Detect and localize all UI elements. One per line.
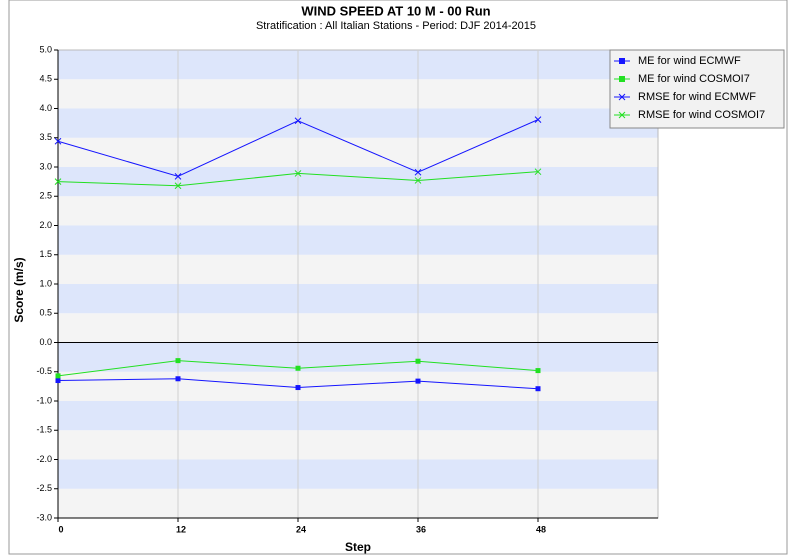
y-tick-label: -0.5	[36, 366, 52, 376]
legend-label: ME for wind COSMOI7	[638, 73, 750, 85]
x-tick-label: 24	[296, 524, 306, 534]
point	[535, 368, 541, 374]
point	[534, 168, 542, 176]
band	[58, 488, 658, 518]
x-tick-label: 0	[58, 524, 63, 534]
point	[535, 386, 541, 392]
chart-subtitle: Stratification : All Italian Stations - …	[256, 20, 536, 32]
band	[58, 254, 658, 284]
y-tick-label: 1.5	[39, 249, 52, 259]
band	[58, 284, 658, 314]
point	[534, 116, 542, 123]
chart-title: WIND SPEED AT 10 M - 00 Run	[301, 3, 490, 18]
point	[55, 373, 61, 379]
point	[295, 365, 301, 371]
x-tick-label: 36	[416, 524, 426, 534]
band	[58, 167, 658, 197]
legend-marker	[618, 111, 626, 119]
point	[175, 376, 181, 382]
y-tick-label: 2.5	[39, 191, 52, 201]
legend-label: ME for wind ECMWF	[638, 55, 741, 67]
band	[58, 313, 658, 343]
y-tick-label: 3.0	[39, 161, 52, 171]
x-tick-label: 48	[536, 524, 546, 534]
band	[58, 430, 658, 460]
band	[58, 225, 658, 255]
legend-marker	[619, 76, 625, 82]
band	[58, 108, 658, 138]
y-tick-label: 0.5	[39, 308, 52, 318]
frame	[8, 0, 788, 555]
band	[58, 137, 658, 167]
legend-marker	[618, 93, 626, 101]
y-axis-label: Score (m/s)	[12, 257, 26, 322]
legend-label: RMSE for wind ECMWF	[638, 91, 756, 103]
y-tick-label: -3.0	[36, 512, 52, 522]
point	[414, 177, 422, 184]
y-tick-label: 0.0	[39, 337, 52, 347]
point	[55, 378, 61, 384]
x-tick-label: 12	[176, 524, 186, 534]
point	[174, 182, 182, 190]
point	[295, 385, 301, 391]
point	[54, 178, 62, 185]
y-tick-label: 5.0	[39, 44, 52, 54]
y-tick-label: -2.0	[36, 454, 52, 464]
point	[294, 117, 302, 125]
point	[415, 358, 421, 364]
point	[175, 358, 181, 364]
y-tick-label: 4.0	[39, 103, 52, 113]
y-tick-label: -2.5	[36, 483, 52, 493]
y-tick-label: 4.5	[39, 74, 52, 84]
legend-box	[609, 49, 785, 129]
point	[415, 378, 421, 384]
band	[58, 371, 658, 401]
band	[58, 50, 658, 80]
y-tick-label: 2.0	[39, 220, 52, 230]
y-tick-label: 3.5	[39, 132, 52, 142]
point	[174, 173, 182, 180]
band	[58, 79, 658, 109]
band	[58, 459, 658, 489]
legend-label: RMSE for wind COSMOI7	[638, 109, 765, 121]
y-tick-label: -1.0	[36, 395, 52, 405]
band	[58, 401, 658, 431]
y-tick-label: 1.0	[39, 278, 52, 288]
y-tick-label: -1.5	[36, 425, 52, 435]
x-axis-label: Step	[345, 540, 371, 554]
band	[58, 196, 658, 226]
band	[58, 342, 658, 372]
point	[414, 168, 422, 176]
legend-marker	[619, 58, 625, 64]
point	[54, 137, 62, 145]
point	[294, 170, 302, 177]
